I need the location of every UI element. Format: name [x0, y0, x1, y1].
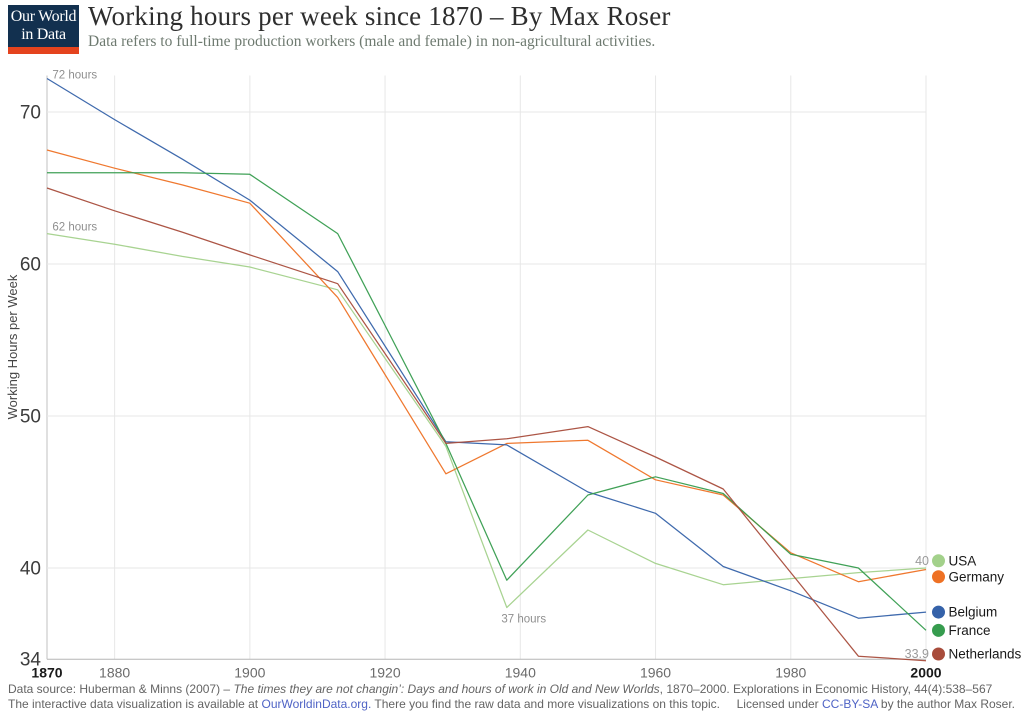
legend-dot-belgium: [932, 605, 945, 619]
y-tick-label: 34: [20, 650, 42, 671]
annotation: 37 hours: [501, 614, 546, 626]
legend-label: Netherlands: [949, 647, 1022, 662]
line-netherlands: [46, 187, 927, 662]
owid-logo-text: Our World in Data: [8, 5, 79, 47]
footer-note-line: Licensed under CC-BY-SA by the author Ma…: [8, 697, 1015, 712]
legend-dot-usa: [932, 554, 945, 568]
x-tick-label: 1940: [505, 665, 536, 681]
owid-site-link[interactable]: OurWorldinData.org.: [261, 696, 372, 711]
data-source-line: Data source: Huberman & Minns (2007) – T…: [8, 682, 1015, 697]
owid-logo-line1: Our World: [10, 8, 77, 25]
interactive-note-text: The interactive data visualization is av…: [8, 696, 262, 711]
y-tick-label: 70: [20, 102, 41, 123]
y-tick-label: 60: [20, 254, 41, 275]
chart-titles: Working hours per week since 1870 – By M…: [88, 1, 1018, 51]
x-tick-label: 1900: [234, 665, 265, 681]
x-tick-label: 1870: [31, 665, 62, 681]
y-tick-label: 50: [20, 406, 41, 427]
data-source-journal: , 1870–2000. Explorations in Economic Hi…: [659, 682, 993, 696]
license-text: Licensed under: [736, 696, 823, 711]
x-tick-label: 1880: [99, 665, 130, 681]
legend-item-usa[interactable]: 40 USA: [915, 553, 976, 568]
series-end-value-label: 40: [915, 554, 929, 568]
line-germany: [46, 149, 927, 583]
legend-label: Germany: [949, 569, 1005, 584]
license-note: Licensed under CC-BY-SA by the author Ma…: [737, 697, 1015, 712]
x-tick-label: 1920: [369, 665, 400, 681]
line-usa: [46, 232, 927, 609]
x-tick-label: 2000: [910, 665, 941, 681]
legend-dot-netherlands: [932, 647, 945, 661]
legend-item-germany[interactable]: Germany: [932, 569, 1004, 584]
interactive-note-suffix: There you find the raw data and more vis…: [371, 696, 720, 711]
chart-subtitle: Data refers to full-time production work…: [88, 33, 656, 50]
line-france: [47, 172, 927, 631]
owid-logo[interactable]: Our World in Data: [8, 5, 79, 54]
line-belgium: [46, 77, 927, 619]
license-author-text: by the author Max Roser.: [877, 696, 1015, 711]
legend-label: France: [949, 623, 991, 638]
data-source-publication: The times they are not changin’: Days an…: [233, 682, 660, 696]
owid-logo-line2: in Data: [21, 26, 66, 43]
annotation: 72 hours: [52, 70, 97, 82]
chart-title: Working hours per week since 1870 – By M…: [88, 1, 671, 31]
x-tick-label: 1980: [775, 665, 806, 681]
owid-logo-red-bar: [8, 47, 79, 54]
x-tick-label: 1960: [640, 665, 671, 681]
legend-dot-germany: [932, 570, 945, 584]
y-axis-title: Working Hours per Week: [5, 274, 20, 419]
legend-label: Belgium: [949, 605, 998, 620]
legend-item-belgium[interactable]: Belgium: [932, 605, 997, 620]
annotation: 62 hours: [52, 222, 97, 234]
series-end-value-label: 33.9: [905, 647, 929, 661]
interactive-note: The interactive data visualization is av…: [8, 697, 720, 711]
legend-dot-france: [932, 623, 945, 637]
legend-item-netherlands[interactable]: 33.9 Netherlands: [905, 647, 1022, 662]
chart-footer: Data source: Huberman & Minns (2007) – T…: [8, 682, 1015, 711]
cc-by-sa-link[interactable]: CC-BY-SA: [822, 696, 878, 711]
legend-label: USA: [949, 553, 977, 568]
legend-item-france[interactable]: France: [932, 623, 991, 638]
data-source-text: Data source: Huberman & Minns (2007) –: [8, 682, 234, 696]
y-tick-label: 40: [20, 558, 41, 579]
